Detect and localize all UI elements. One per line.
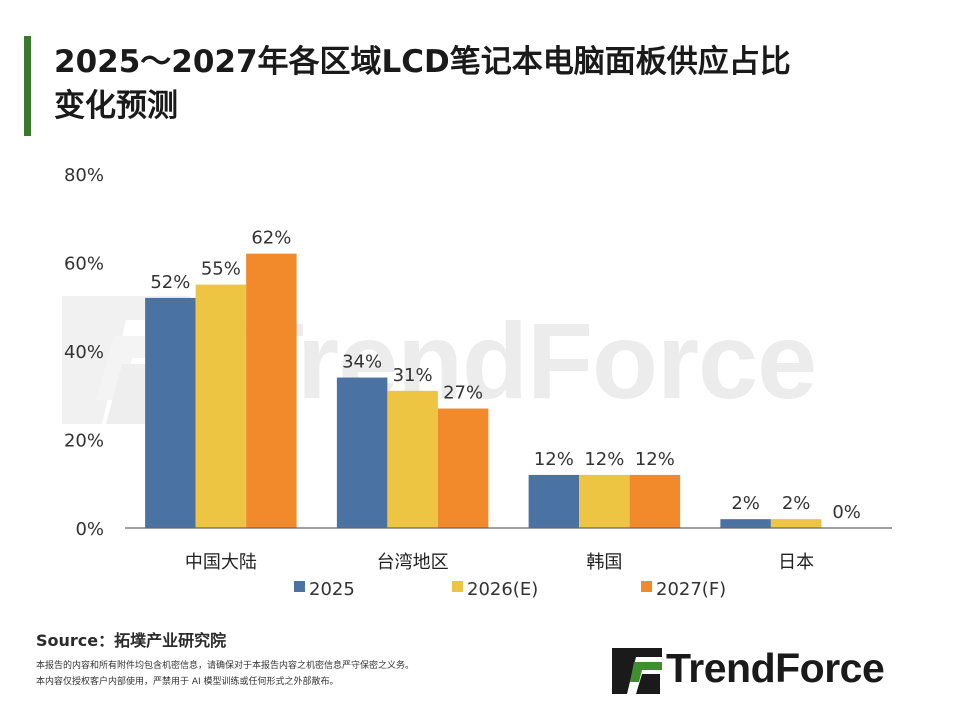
bar [246,253,297,528]
legend-label: 2026(E) [467,579,538,600]
title-accent-bar [24,36,31,136]
bar-value-label: 12% [534,449,574,470]
bar [336,377,388,528]
y-tick-label: 60% [64,254,104,275]
y-tick-label: 40% [64,342,104,363]
bar [195,284,247,528]
bar-value-label: 12% [584,449,624,470]
watermark-text: TrendForce [238,300,817,421]
bar-value-label: 34% [342,352,382,373]
trendforce-logo-icon [612,648,662,694]
bar-value-label: 0% [832,502,861,523]
legend-swatch [452,581,463,592]
chart-title-line-1: 2025～2027年各区域LCD笔记本电脑面板供应占比 [54,44,791,80]
bar [770,519,822,528]
confidentiality-note-2: 本内容仅授权客户内部使用，严禁用于 AI 模型训练或任何形式之外部散布。 [36,677,339,687]
bar-value-label: 55% [201,259,241,280]
bar [145,297,196,528]
confidentiality-note-1: 本报告的内容和所有附件均包含机密信息，请确保对于本报告内容之机密信息严守保密之义… [36,661,415,671]
legend-swatch [641,581,652,592]
bar-value-label: 12% [635,449,675,470]
bar-value-label: 2% [731,493,760,514]
legend-label: 2027(F) [656,579,726,600]
x-category-label: 中国大陆 [185,552,257,573]
x-category-label: 台湾地区 [377,552,449,573]
bar [720,519,771,528]
bar-value-label: 31% [393,365,433,386]
y-tick-label: 80% [64,165,104,186]
bar [629,474,681,528]
legend-label: 2025 [309,579,355,600]
y-tick-label: 20% [64,431,104,452]
bar-value-label: 27% [443,383,483,404]
y-tick-label: 0% [75,519,104,540]
x-category-label: 日本 [778,552,814,573]
chart-title: 2025～2027年各区域LCD笔记本电脑面板供应占比 变化预测 [54,40,914,128]
bar-value-label: 2% [782,493,811,514]
x-category-label: 韩国 [586,552,622,573]
bar-chart: 0% 20% 40% 60% 80% 52% 55% 62% 中国大陆 34% 31% 27% 台湾地区… [64,165,892,600]
bar [528,474,580,528]
legend-swatch [294,581,305,592]
trendforce-logo-text: TrendForce [666,645,885,691]
bar [437,408,489,528]
bar-value-label: 52% [150,272,190,293]
source-note: Source：拓墣产业研究院 [36,631,227,650]
bar [579,474,630,528]
chart-title-line-2: 变化预测 [54,88,178,124]
bar-value-label: 62% [251,228,291,249]
bar [387,390,438,528]
